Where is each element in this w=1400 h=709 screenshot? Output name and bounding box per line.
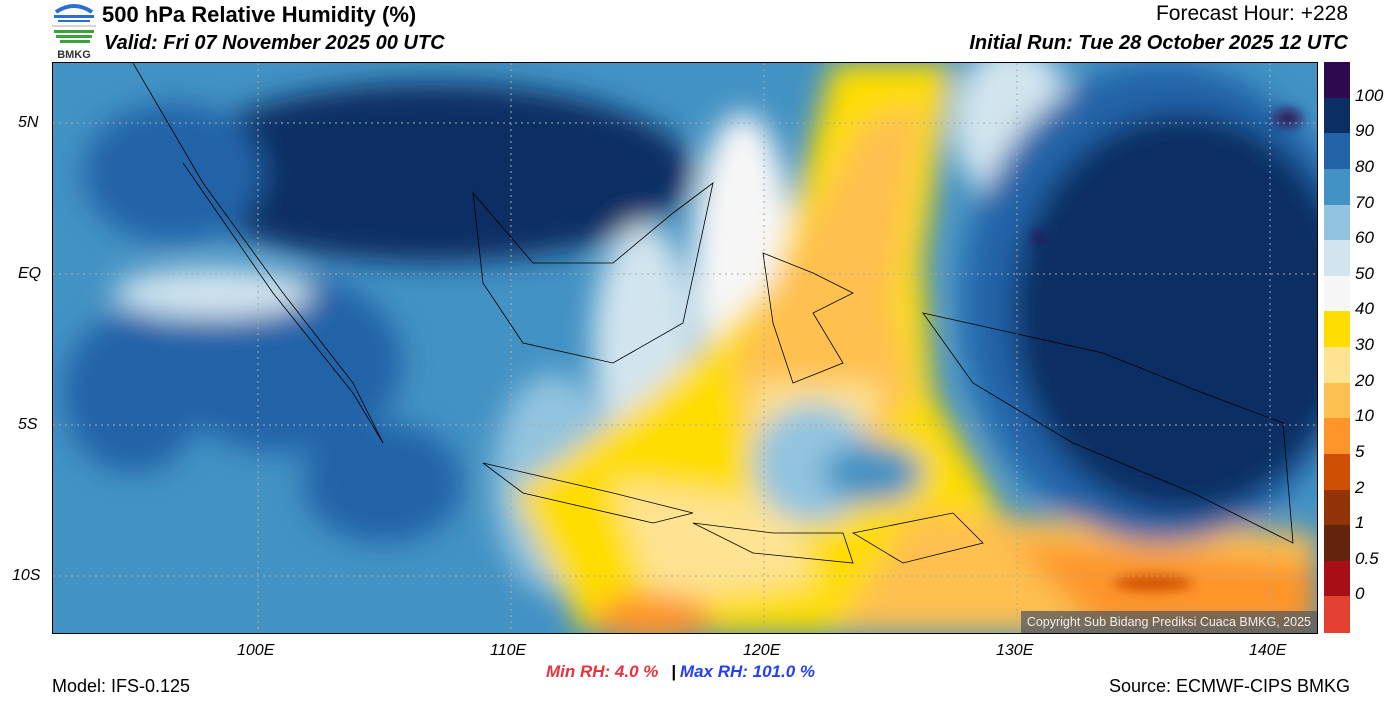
colorbar-swatch [1324,311,1350,348]
valid-time: Valid: Fri 07 November 2025 00 UTC [104,32,445,54]
colorbar-swatch [1324,382,1350,419]
max-rh: Max RH: 101.0 % [679,662,816,681]
colorbar-swatch [1324,97,1350,134]
colorbar-label: 20 [1355,370,1374,390]
lon-label: 130E [996,642,1034,659]
bmkg-logo-icon: BMKG [52,4,96,61]
colorbar-label: 40 [1355,299,1374,319]
colorbar-label: 70 [1355,192,1374,212]
colorbar-swatch [1324,62,1350,99]
colorbar-label: 2 [1355,477,1365,497]
colorbar-label: 10 [1355,406,1374,426]
colorbar-label: 0.5 [1355,548,1379,568]
colorbar-swatch [1324,133,1350,170]
humidity-field [53,63,1317,633]
lat-label: 5S [18,416,38,433]
colorbar-label: 50 [1355,263,1374,283]
colorbar [1324,62,1350,633]
copyright: Copyright Sub Bidang Prediksi Cuaca BMKG… [1020,611,1317,633]
rh-separator: | [671,662,676,681]
source: Source: ECMWF-CIPS BMKG [1108,676,1350,696]
colorbar-label: 80 [1355,156,1374,176]
bmkg-logo: BMKG [50,2,98,61]
colorbar-label: 100 [1355,85,1384,105]
colorbar-swatch [1324,489,1350,526]
lat-label: 5N [18,114,39,131]
colorbar-label: 30 [1355,335,1374,354]
colorbar-swatch [1324,240,1350,277]
initial-run: Initial Run: Tue 28 October 2025 12 UTC [969,32,1348,54]
lat-label: 10S [12,567,41,584]
colorbar-label: 90 [1355,121,1374,141]
coastlines [132,63,1294,564]
colorbar-swatch [1324,596,1350,633]
lat-label: EQ [18,265,42,282]
svg-text:BMKG: BMKG [57,49,91,60]
colorbar-swatch [1324,275,1350,312]
humidity-map: Copyright Sub Bidang Prediksi Cuaca BMKG… [52,62,1318,634]
colorbar-label: 1 [1355,513,1365,533]
colorbar-swatch [1324,168,1350,205]
colorbar-label: 5 [1355,441,1365,461]
chart-title: 500 hPa Relative Humidity (%) [102,2,417,27]
colorbar-swatch [1324,347,1350,384]
min-rh: Min RH: 4.0 % [546,662,659,681]
colorbar-swatch [1324,204,1350,241]
colorbar-swatch [1324,418,1350,455]
colorbar-swatch [1324,560,1350,597]
model-name: Model: IFS-0.125 [52,676,191,696]
lon-label: 100E [237,642,275,659]
lon-label: 140E [1249,642,1287,659]
rh-summary: Min RH: 4.0 % | Max RH: 101.0 % [546,662,815,682]
forecast-hour: Forecast Hour: +228 [1155,2,1348,25]
colorbar-swatch [1324,525,1350,562]
lon-label: 120E [743,642,781,659]
colorbar-swatch [1324,453,1350,490]
colorbar-label: 60 [1355,228,1374,248]
lon-label: 110E [490,642,527,659]
colorbar-label: 0 [1355,584,1365,604]
